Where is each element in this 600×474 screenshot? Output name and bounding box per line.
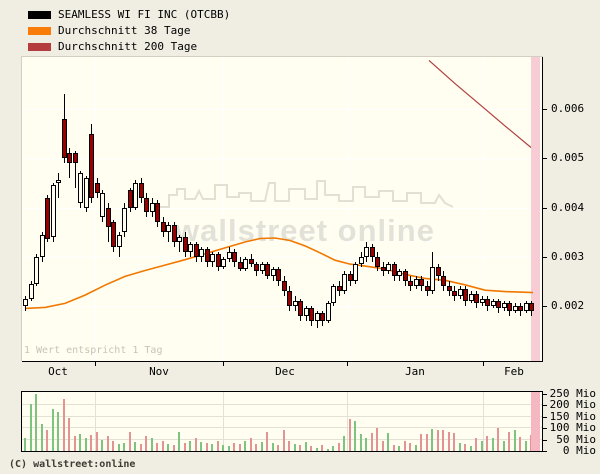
month-label: Dec [275,365,295,378]
volume-left-border [21,391,22,452]
x-axis-line [22,361,543,362]
ma200-swatch [28,43,51,51]
month-label: Feb [504,365,524,378]
month-label: Oct [48,365,68,378]
price-tick-label: 0.003 [551,250,585,263]
volume-top-border [21,391,543,392]
price-tick-label: 0.004 [551,201,585,214]
volume-bottom-border [21,451,543,452]
price-series-label: SEAMLESS WI FI INC (OTCBB) [58,8,231,21]
month-label: Nov [149,365,169,378]
scale-note: 1 Wert entspricht 1 Tag [24,345,163,356]
ma38-label: Durchschnitt 38 Tage [58,24,191,37]
volume-right-border [542,391,543,452]
legend-item-price: SEAMLESS WI FI INC (OTCBB) [28,7,230,23]
volume-tick-label: 0 Mio [562,444,596,457]
ma200-label: Durchschnitt 200 Tage [58,40,198,53]
volume-tick-label: 200 Mio [549,398,596,411]
volume-tick-label: 150 Mio [549,410,596,423]
volume-tick-label: 100 Mio [549,421,596,434]
latest-session-highlight-band-volume [531,392,540,451]
plot-top-border [21,56,543,57]
price-tick-label: 0.006 [551,102,585,115]
price-series-swatch [28,11,51,19]
volume-tick-label: 250 Mio [549,387,596,400]
plot-left-border [21,56,22,361]
ma38-swatch [28,27,51,35]
y-axis-line [542,57,543,362]
price-plot-area: wallstreet online [22,57,542,361]
volume-tick-label: 50 Mio [556,433,596,446]
price-tick-label: 0.002 [551,299,585,312]
copyright-text: (C) wallstreet:online [9,459,136,470]
price-tick-label: 0.005 [551,151,585,164]
month-label: Jan [405,365,425,378]
volume-plot-area [22,392,542,451]
legend-item-ma38: Durchschnitt 38 Tage [28,23,230,39]
latest-session-highlight-band [531,57,540,361]
watermark: wallstreet online [140,175,470,249]
watermark-skyline-icon [157,180,454,208]
legend: SEAMLESS WI FI INC (OTCBB) Durchschnitt … [28,7,230,55]
legend-item-ma200: Durchschnitt 200 Tage [28,39,230,55]
